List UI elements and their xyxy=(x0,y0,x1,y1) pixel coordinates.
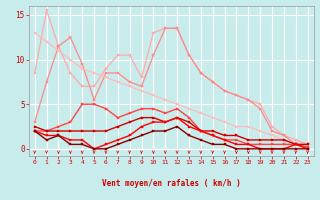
X-axis label: Vent moyen/en rafales ( km/h ): Vent moyen/en rafales ( km/h ) xyxy=(102,179,241,188)
